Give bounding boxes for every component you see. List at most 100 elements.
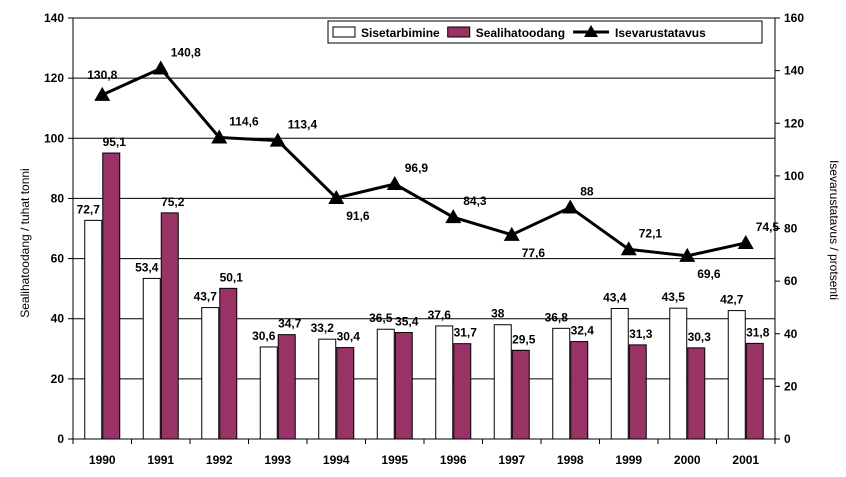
bar-sealihatoodang: [160, 212, 179, 440]
y2-tick-label: 100: [784, 169, 804, 183]
x-tick-label: 2001: [732, 453, 759, 467]
x-tick-label: 1992: [206, 453, 233, 467]
data-label-sisetarbimine: 43,4: [603, 290, 627, 304]
data-label-sisetarbimine: 53,4: [135, 260, 159, 274]
bar-sisetarbimine: [318, 338, 337, 440]
data-label-sisetarbimine: 42,7: [720, 293, 744, 307]
marker-isevarustatavus: [445, 209, 462, 224]
marker-isevarustatavus: [269, 132, 286, 147]
data-label-sealihatoodang: 32,4: [571, 324, 595, 338]
bar-sisetarbimine: [435, 325, 454, 440]
y2-tick-label: 0: [784, 432, 791, 446]
y-axis-title: Sealihatoodang / tuhat tonni: [18, 168, 32, 317]
data-label-sisetarbimine: 38: [491, 307, 505, 321]
data-label-isevarustatavus: 114,6: [229, 114, 259, 128]
x-tick-label: 1995: [381, 453, 408, 467]
marker-isevarustatavus: [211, 129, 228, 144]
line-series: [94, 60, 754, 262]
legend-label-isevarustatavus: Isevarustatavus: [615, 26, 706, 40]
x-tick-label: 1996: [440, 453, 467, 467]
data-label-sisetarbimine: 33,2: [311, 321, 335, 335]
data-label-isevarustatavus: 77,6: [522, 246, 546, 260]
data-label-isevarustatavus: 96,9: [405, 161, 429, 175]
bar-sisetarbimine: [259, 346, 278, 440]
bar-sealihatoodang: [628, 344, 647, 440]
data-label-sisetarbimine: 30,6: [252, 329, 276, 343]
marker-isevarustatavus: [328, 189, 345, 204]
y2-tick-label: 160: [784, 11, 804, 25]
marker-isevarustatavus: [679, 247, 696, 262]
legend-swatch-sisetarbimine: [332, 26, 356, 38]
data-label-sealihatoodang: 29,5: [512, 332, 536, 346]
bar-sisetarbimine: [201, 307, 220, 440]
bar-series: [84, 152, 764, 440]
data-label-sisetarbimine: 37,6: [428, 308, 452, 322]
data-label-sealihatoodang: 34,7: [278, 317, 302, 331]
bar-sisetarbimine: [610, 307, 629, 440]
y2-tick-label: 80: [784, 222, 798, 236]
data-label-isevarustatavus: 72,1: [639, 226, 663, 240]
x-tick-label: 1997: [498, 453, 525, 467]
y-tick-label: 20: [51, 372, 65, 386]
marker-isevarustatavus: [737, 234, 754, 249]
bar-sisetarbimine: [376, 328, 395, 440]
line-isevarustatavus: [101, 66, 747, 258]
y-tick-label: 140: [44, 11, 64, 25]
marker-isevarustatavus: [562, 199, 579, 214]
marker-isevarustatavus: [94, 86, 111, 101]
y-tick-label: 120: [44, 71, 64, 85]
data-label-sealihatoodang: 31,8: [746, 325, 770, 339]
data-label-sealihatoodang: 50,1: [220, 270, 244, 284]
bar-sealihatoodang: [453, 343, 472, 440]
x-tick-label: 1999: [615, 453, 642, 467]
data-label-sealihatoodang: 31,7: [454, 326, 478, 340]
x-tick-label: 1990: [89, 453, 116, 467]
data-label-sisetarbimine: 36,5: [369, 311, 393, 325]
y-tick-label: 60: [51, 252, 65, 266]
bar-sealihatoodang: [745, 342, 764, 440]
axes: [68, 17, 780, 444]
bar-sealihatoodang: [394, 332, 413, 440]
bar-sisetarbimine: [84, 219, 103, 440]
bar-sealihatoodang: [277, 334, 296, 440]
bar-sealihatoodang: [687, 347, 706, 440]
y2-tick-label: 140: [784, 64, 804, 78]
bar-sealihatoodang: [102, 152, 121, 440]
legend-label-sisetarbimine: Sisetarbimine: [361, 26, 440, 40]
legend: Sisetarbimine Sealihatoodang Isevarustatav…: [327, 20, 763, 44]
data-label-sealihatoodang: 31,3: [629, 327, 653, 341]
marker-isevarustatavus: [152, 60, 169, 75]
x-tick-label: 1991: [147, 453, 174, 467]
y2-tick-label: 60: [784, 274, 798, 288]
bar-sisetarbimine: [493, 324, 512, 440]
data-label-sealihatoodang: 30,4: [337, 330, 361, 344]
data-label-isevarustatavus: 74,5: [756, 220, 780, 234]
bar-sisetarbimine: [552, 327, 571, 440]
y2-tick-label: 20: [784, 379, 798, 393]
marker-isevarustatavus: [503, 226, 520, 241]
bar-sealihatoodang: [336, 347, 355, 440]
data-labels: 72,7 53,4 43,7 30,6 33,2 36,5 37,6 38 36,8 43,4 43…: [77, 46, 780, 347]
data-label-sealihatoodang: 35,4: [395, 315, 419, 329]
tick-labels: 0 20 40 60 80 100 120 140 0 20 40 60 80 100 120 140 160 1…: [44, 11, 804, 467]
data-label-isevarustatavus: 113,4: [288, 118, 318, 132]
data-label-sisetarbimine: 72,7: [77, 202, 101, 216]
legend-label-sealihatoodang: Sealihatoodang: [476, 26, 565, 40]
y-tick-label: 0: [57, 432, 64, 446]
data-label-sealihatoodang: 95,1: [103, 135, 127, 149]
x-tick-label: 1993: [264, 453, 291, 467]
x-tick-label: 1994: [323, 453, 350, 467]
gridlines: [73, 17, 775, 380]
marker-isevarustatavus: [620, 241, 637, 256]
data-label-isevarustatavus: 88: [580, 184, 594, 198]
bar-sisetarbimine: [142, 277, 161, 440]
bar-sisetarbimine: [669, 307, 688, 440]
data-label-isevarustatavus: 130,8: [87, 68, 117, 82]
legend-box: [327, 20, 763, 44]
y-tick-label: 80: [51, 191, 65, 205]
y2-axis-title: Isevarustatavus / protsenti: [827, 160, 841, 300]
data-label-isevarustatavus: 84,3: [463, 194, 487, 208]
y2-tick-label: 120: [784, 116, 804, 130]
y-tick-label: 40: [51, 312, 65, 326]
data-label-sisetarbimine: 43,7: [194, 290, 218, 304]
